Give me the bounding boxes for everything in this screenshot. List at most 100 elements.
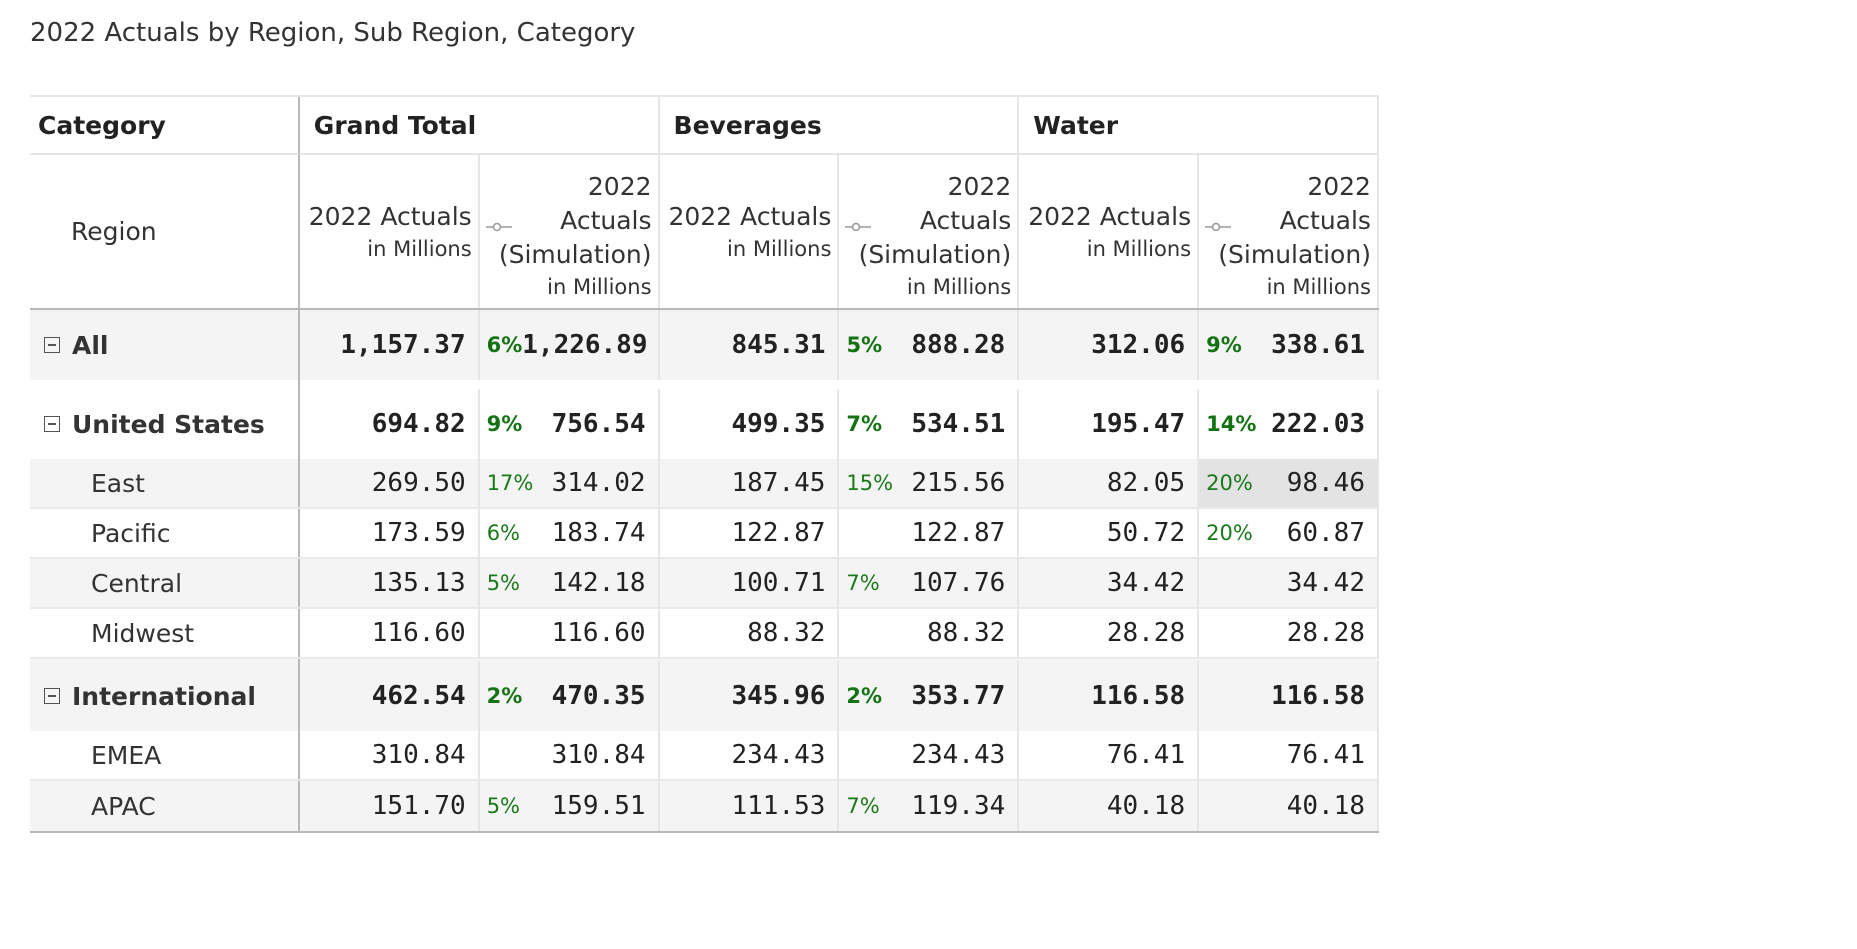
actual-cell[interactable]: 34.42 [1019,559,1200,607]
simulation-value: 888.28 [911,330,1006,360]
simulation-cell[interactable]: 15% 215.56 [839,459,1020,507]
table-row[interactable]: All 1,157.37 6% 1,226.89 845.31 5% 888.28 312.0… [30,310,1379,380]
simulation-cell[interactable]: 122.87 [839,509,1020,557]
header-row-measures: Region 2022 Actuals in Millions 2022 Actual… [30,155,1379,310]
table-row[interactable]: United States 694.82 9% 756.54 499.35 7% 534.5… [30,389,1379,459]
simulation-cell[interactable]: 88.32 [839,609,1020,657]
simulation-cell[interactable]: 2% 470.35 [480,661,660,731]
table-row[interactable]: APAC 151.70 5% 159.51 111.53 7% 119.34 40.18 40.… [30,781,1379,831]
row-header[interactable]: United States [30,389,300,459]
row-label: East [91,468,145,498]
simulation-cell[interactable]: 116.58 [1199,661,1379,731]
actual-cell[interactable]: 40.18 [1019,781,1200,831]
collapse-icon[interactable] [44,416,60,432]
actual-cell[interactable]: 76.41 [1019,731,1200,779]
table-row[interactable]: Midwest 116.60 116.60 88.32 88.32 28.28 28.28 [30,609,1379,659]
actual-cell[interactable]: 1,157.37 [300,310,480,380]
simulation-cell[interactable]: 28.28 [1199,609,1379,657]
simulation-cell[interactable]: 40.18 [1199,781,1379,831]
simulation-pin-icon[interactable] [845,221,872,233]
table-body: All 1,157.37 6% 1,226.89 845.31 5% 888.28 312.0… [30,310,1379,831]
simulation-cell[interactable]: 6% 183.74 [480,509,660,557]
actual-cell[interactable]: 82.05 [1019,459,1200,507]
region-header[interactable]: Region [30,155,300,308]
simulation-cell[interactable]: 17% 314.02 [480,459,660,507]
actual-cell[interactable]: 88.32 [660,609,840,657]
simulation-cell[interactable]: 310.84 [480,731,660,779]
actual-cell[interactable]: 462.54 [300,661,480,731]
simulation-value: 40.18 [1286,791,1365,821]
actual-cell[interactable]: 50.72 [1019,509,1200,557]
column-header-simulation[interactable]: 2022 Actuals (Simulation) in Millions [1199,155,1379,308]
column-header-label-line3: (Simulation) [498,239,652,269]
actual-cell[interactable]: 845.31 [660,310,840,380]
actual-cell[interactable]: 173.59 [300,509,480,557]
simulation-cell[interactable]: 5% 142.18 [480,559,660,607]
simulation-cell[interactable]: 76.41 [1199,731,1379,779]
simulation-cell[interactable]: 234.43 [839,731,1020,779]
column-header-actuals[interactable]: 2022 Actuals in Millions [1019,155,1200,308]
actual-cell[interactable]: 312.06 [1019,310,1200,380]
actual-cell[interactable]: 195.47 [1019,389,1200,459]
actual-cell[interactable]: 694.82 [300,389,480,459]
actual-cell[interactable]: 116.60 [300,609,480,657]
row-header[interactable]: Midwest [30,609,300,657]
category-header[interactable]: Category [30,97,300,155]
table-row[interactable]: EMEA 310.84 310.84 234.43 234.43 76.41 76.41 [30,731,1379,781]
actual-cell[interactable]: 269.50 [300,459,480,507]
table-row[interactable]: International 462.54 2% 470.35 345.96 2% 353.7… [30,661,1379,731]
simulation-value: 353.77 [911,681,1006,711]
group-header-beverages[interactable]: Beverages [659,97,1020,155]
simulation-cell[interactable]: 2% 353.77 [839,661,1020,731]
group-header-grand-total[interactable]: Grand Total [299,97,660,155]
simulation-cell[interactable]: 7% 534.51 [839,389,1020,459]
simulation-value: 34.42 [1286,568,1365,598]
change-percent: 20% [1206,521,1253,545]
column-header-actuals[interactable]: 2022 Actuals in Millions [300,155,480,308]
row-header[interactable]: EMEA [30,731,300,779]
actual-cell[interactable]: 234.43 [660,731,840,779]
simulation-pin-icon[interactable] [485,221,512,233]
actual-cell[interactable]: 122.87 [660,509,840,557]
column-header-simulation[interactable]: 2022 Actuals (Simulation) in Millions [839,155,1020,308]
row-label: International [72,681,256,711]
row-header[interactable]: International [30,661,300,731]
simulation-cell[interactable]: 20% 98.46 [1199,459,1379,507]
table-row[interactable]: Central 135.13 5% 142.18 100.71 7% 107.76 34.42… [30,559,1379,609]
simulation-cell[interactable]: 14% 222.03 [1199,389,1379,459]
row-header[interactable]: APAC [30,781,300,831]
simulation-pin-icon[interactable] [1205,221,1232,233]
row-header[interactable]: Central [30,559,300,607]
row-header[interactable]: East [30,459,300,507]
simulation-cell[interactable]: 116.60 [480,609,660,657]
simulation-cell[interactable]: 6% 1,226.89 [480,310,660,380]
actual-cell[interactable]: 310.84 [300,731,480,779]
collapse-icon[interactable] [44,688,60,704]
group-header-water[interactable]: Water [1019,97,1379,155]
simulation-cell[interactable]: 7% 119.34 [839,781,1020,831]
simulation-cell[interactable]: 20% 60.87 [1199,509,1379,557]
actual-cell[interactable]: 135.13 [300,559,480,607]
row-header[interactable]: Pacific [30,509,300,557]
collapse-icon[interactable] [44,337,60,353]
simulation-cell[interactable]: 9% 756.54 [480,389,660,459]
table-row[interactable]: Pacific 173.59 6% 183.74 122.87 122.87 50.72 20… [30,509,1379,559]
simulation-cell[interactable]: 34.42 [1199,559,1379,607]
actual-cell[interactable]: 28.28 [1019,609,1200,657]
simulation-cell[interactable]: 5% 159.51 [480,781,660,831]
actual-cell[interactable]: 111.53 [660,781,840,831]
column-header-simulation[interactable]: 2022 Actuals (Simulation) in Millions [480,155,660,308]
actual-cell[interactable]: 499.35 [660,389,840,459]
actual-cell[interactable]: 187.45 [660,459,840,507]
column-header-actuals[interactable]: 2022 Actuals in Millions [660,155,840,308]
simulation-value: 470.35 [551,681,646,711]
actual-cell[interactable]: 116.58 [1019,661,1200,731]
actual-cell[interactable]: 151.70 [300,781,480,831]
simulation-cell[interactable]: 5% 888.28 [839,310,1020,380]
simulation-cell[interactable]: 9% 338.61 [1199,310,1379,380]
row-header[interactable]: All [30,310,300,380]
simulation-cell[interactable]: 7% 107.76 [839,559,1020,607]
actual-cell[interactable]: 345.96 [660,661,840,731]
table-row[interactable]: East 269.50 17% 314.02 187.45 15% 215.56 82.05 2… [30,459,1379,509]
actual-cell[interactable]: 100.71 [660,559,840,607]
